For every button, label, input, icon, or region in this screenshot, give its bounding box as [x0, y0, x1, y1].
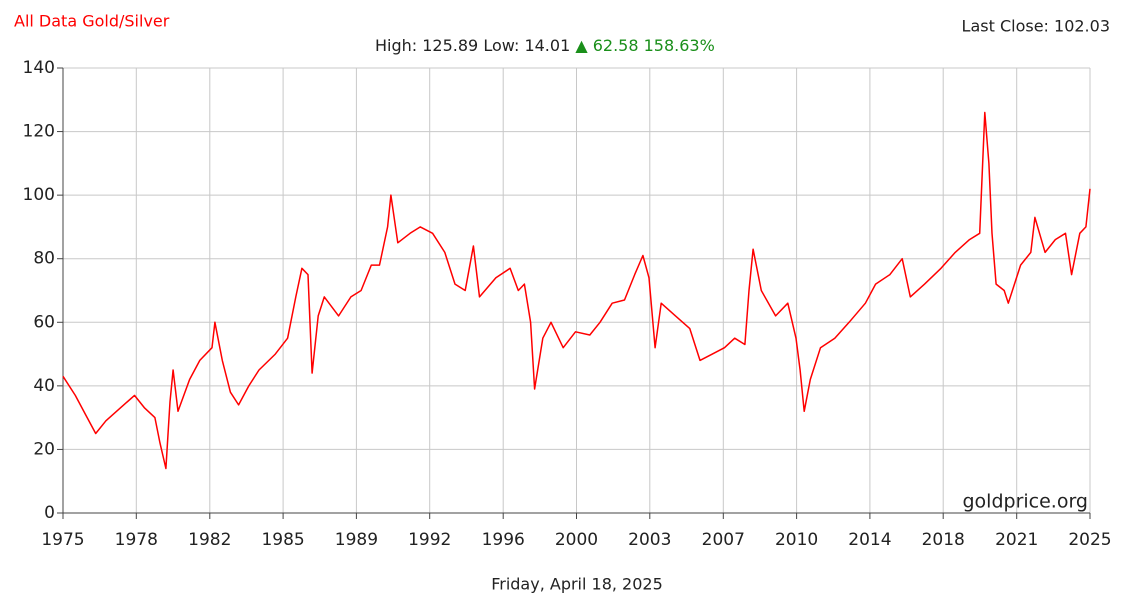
last-close: Last Close: 102.03	[962, 17, 1110, 36]
y-tick-label: 0	[44, 503, 55, 523]
x-tick-label: 2018	[922, 530, 965, 550]
x-tick-label: 2014	[848, 530, 891, 550]
y-tick-label: 100	[23, 185, 55, 205]
x-tick-label: 2007	[702, 530, 745, 550]
x-tick-label: 2021	[995, 530, 1038, 550]
x-tick-label: 2010	[775, 530, 818, 550]
x-tick-label: 1996	[482, 530, 525, 550]
x-tick-label: 1982	[188, 530, 231, 550]
x-tick-label: 1975	[41, 530, 84, 550]
stat-change: ▲ 62.58 158.63%	[575, 36, 714, 55]
x-axis-label: Friday, April 18, 2025	[491, 575, 663, 594]
y-tick-label: 80	[33, 249, 55, 269]
y-tick-label: 60	[33, 312, 55, 332]
y-tick-label: 120	[23, 122, 55, 142]
x-tick-label: 1978	[115, 530, 158, 550]
x-tick-label: 1992	[408, 530, 451, 550]
x-tick-label: 1989	[335, 530, 378, 550]
stats: High: 125.89 Low: 14.01 ▲ 62.58 158.63%	[375, 36, 715, 55]
x-tick-label: 2025	[1068, 530, 1111, 550]
watermark: goldprice.org	[962, 491, 1088, 513]
y-tick-label: 140	[23, 58, 55, 78]
x-tick-label: 2000	[555, 530, 598, 550]
y-tick-label: 20	[33, 439, 55, 459]
x-tick-label: 1985	[261, 530, 304, 550]
chart-title: All Data Gold/Silver	[14, 12, 170, 31]
stat-low: Low: 14.01	[483, 36, 570, 55]
stat-high: High: 125.89	[375, 36, 478, 55]
x-tick-label: 2003	[628, 530, 671, 550]
y-tick-label: 40	[33, 376, 55, 396]
data-line	[62, 111, 1091, 470]
